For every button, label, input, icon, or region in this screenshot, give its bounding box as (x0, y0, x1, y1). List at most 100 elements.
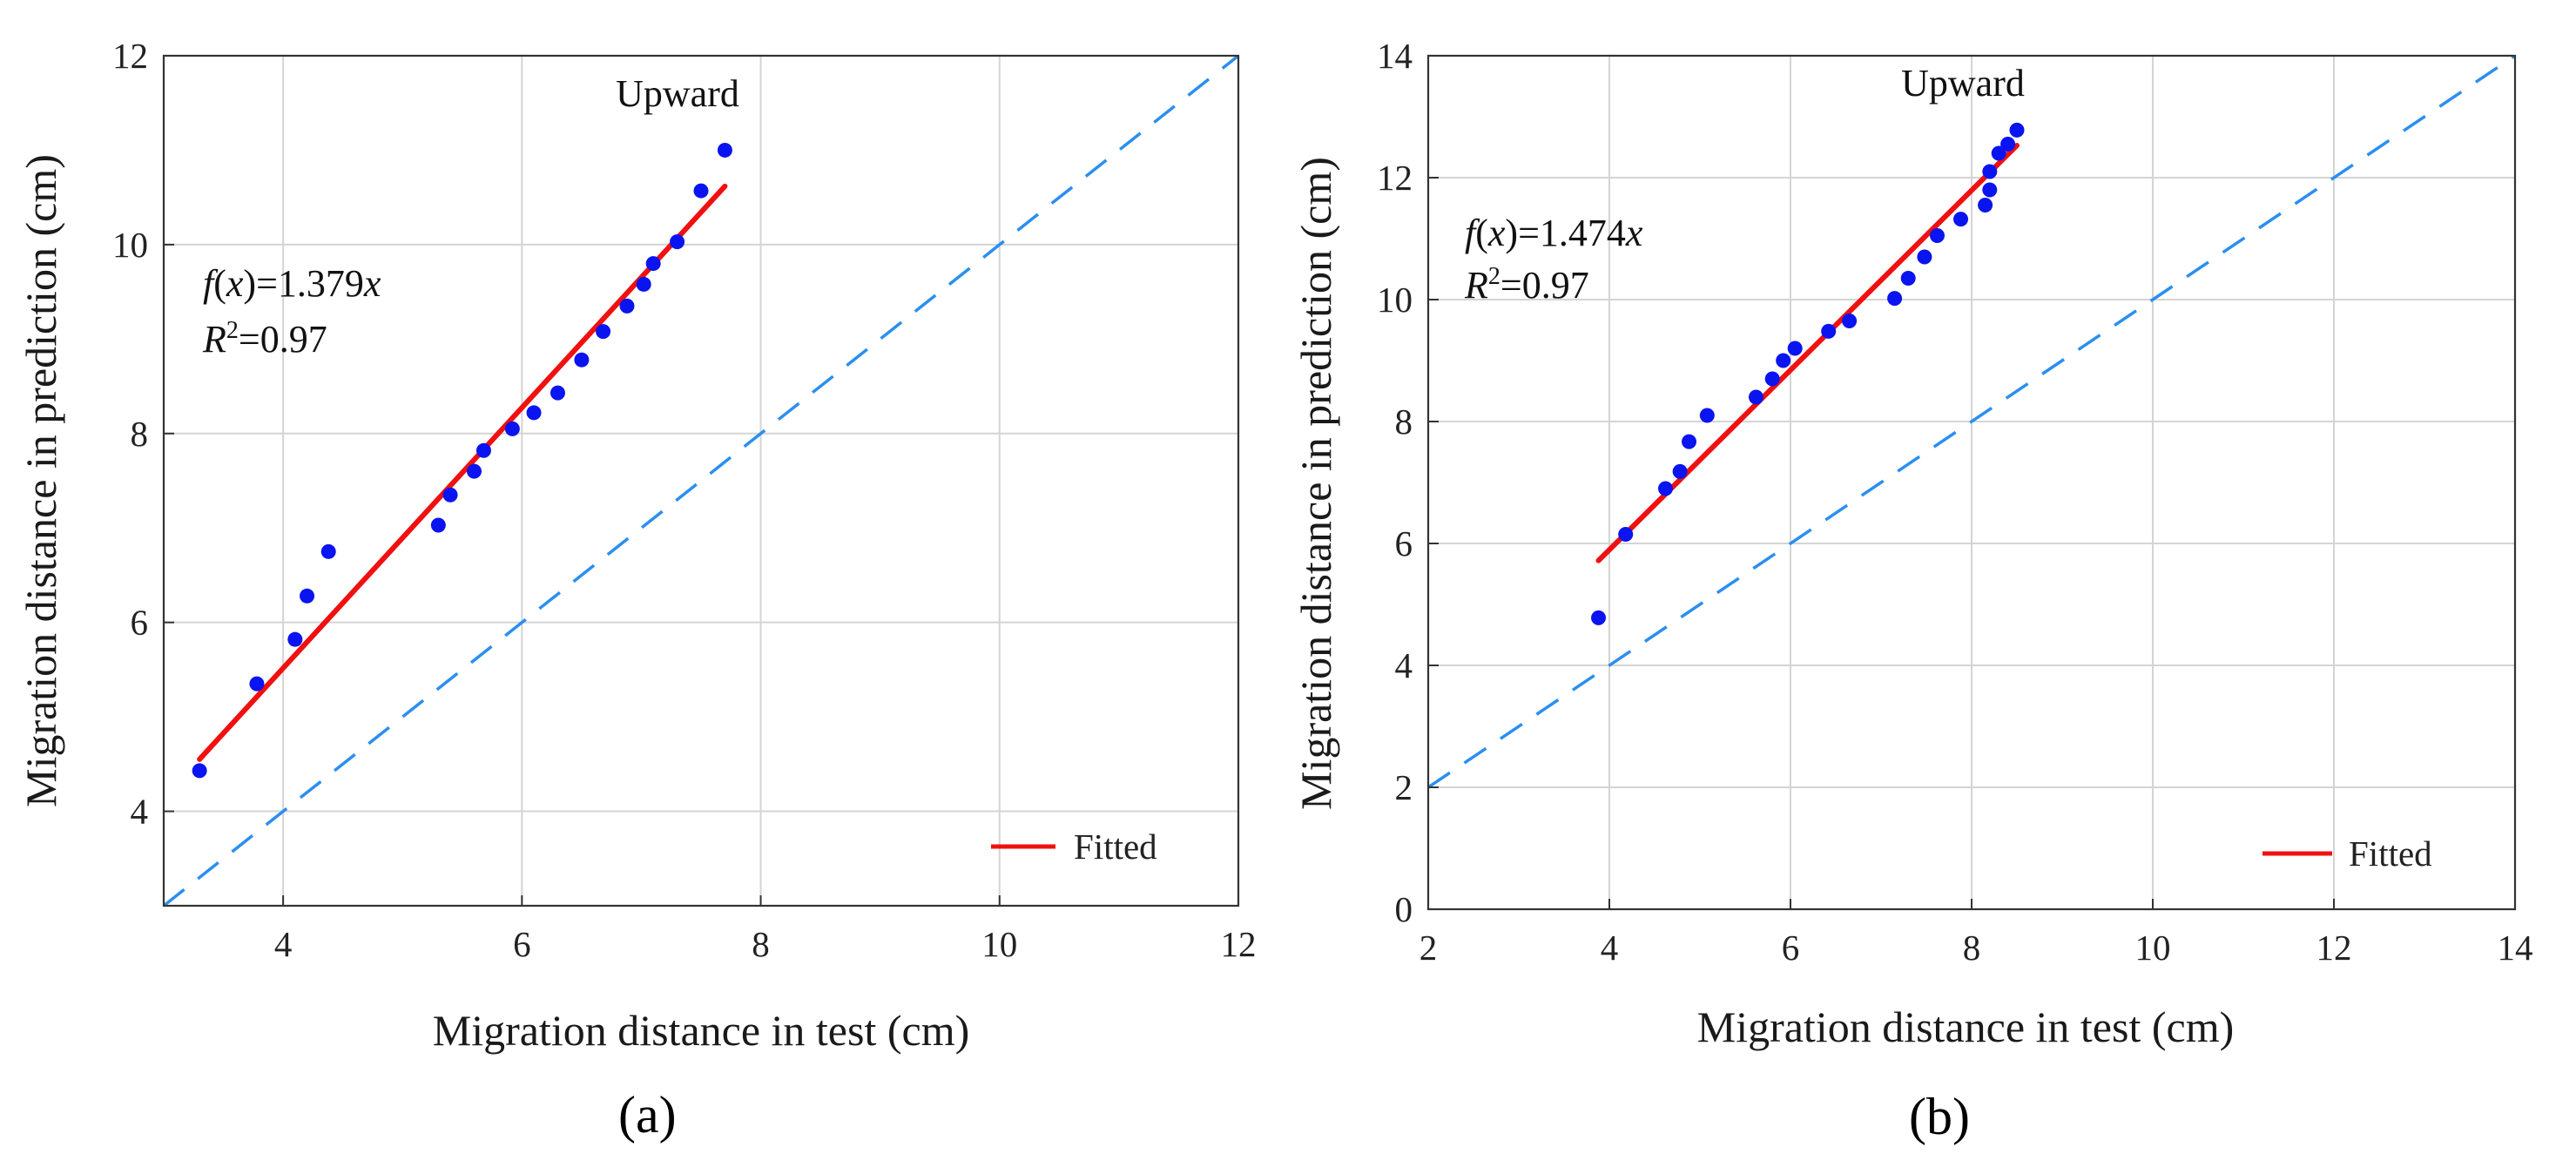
data-point (1821, 323, 1837, 339)
data-point (1929, 228, 1945, 243)
data-point (1953, 212, 1969, 227)
axes-frame (162, 54, 1240, 907)
r-squared-label: R2=0.97 (202, 317, 327, 361)
r-squared-value: =0.97 (239, 318, 327, 361)
equation-slope: =1.379 (256, 262, 364, 305)
data-point (574, 352, 590, 368)
data-point (475, 442, 491, 458)
x-tick-label: 6 (1782, 928, 1800, 968)
data-point (1917, 249, 1932, 265)
x-tick-label: 8 (1963, 928, 1981, 968)
data-point (1672, 463, 1688, 479)
r-squared-variable: R (202, 318, 226, 361)
y-tick-label: 4 (1395, 645, 1413, 685)
data-point (2009, 122, 2025, 138)
panel-label: (b) (1909, 1088, 1970, 1145)
r-squared-exponent: 2 (226, 317, 239, 344)
data-point (192, 763, 207, 779)
data-point (1764, 371, 1780, 387)
equation-paren-close: ) (243, 262, 256, 305)
x-axis-label: Migration distance in test (cm) (433, 1006, 970, 1055)
x-tick-label: 12 (1221, 924, 1257, 964)
data-point (619, 298, 635, 314)
data-point (1900, 271, 1916, 286)
r-squared-label: R2=0.97 (1464, 263, 1589, 307)
equation-paren-open: ( (1475, 212, 1488, 254)
y-tick-label: 2 (1395, 767, 1413, 807)
x-tick-label: 10 (2135, 928, 2171, 968)
data-point (693, 183, 709, 199)
diagonal-reference-line (1428, 56, 2515, 789)
panel-label: (a) (618, 1086, 677, 1144)
plot-area (164, 56, 1238, 906)
equation-paren-close: ) (1505, 212, 1518, 254)
y-tick-label: 14 (1377, 36, 1413, 76)
equation-variable: x (1625, 212, 1643, 254)
data-point (1887, 291, 1903, 307)
equation-slope: =1.474 (1518, 212, 1626, 254)
data-point (596, 324, 611, 340)
equation-variable: x (363, 262, 381, 305)
y-tick-label: 12 (112, 36, 148, 76)
data-point (1699, 408, 1715, 423)
data-point (2000, 137, 2016, 152)
equation-variable-arg: x (1487, 212, 1506, 254)
equation-paren-open: ( (213, 262, 226, 305)
data-point (249, 676, 265, 692)
data-point (717, 142, 732, 158)
data-point (466, 463, 482, 479)
data-point (442, 487, 458, 503)
data-point (1982, 182, 1998, 198)
data-point (645, 256, 661, 272)
data-point (1978, 198, 1993, 213)
x-tick-label: 14 (2498, 928, 2533, 968)
data-point (287, 631, 303, 647)
fit-equation: f(x)=1.474x (1465, 212, 1643, 254)
chart-panel-a: 4 6 8 10 12 4 6 8 10 12 Migration distance in test… (17, 36, 1257, 1144)
r-squared-value: =0.97 (1500, 264, 1589, 307)
x-tick-label: 8 (752, 924, 770, 964)
y-axis-label: Migration distance in prediction (cm) (17, 154, 65, 807)
data-point (1657, 481, 1673, 496)
x-tick-label: 6 (513, 924, 531, 964)
r-squared-variable: R (1464, 264, 1488, 307)
data-point (1991, 145, 2006, 161)
data-point (1776, 353, 1791, 368)
data-point (1682, 434, 1697, 449)
y-tick-label: 8 (1395, 401, 1413, 442)
equation-variable-arg: x (226, 262, 244, 305)
data-point (1842, 314, 1858, 328)
x-tick-label: 4 (274, 924, 293, 964)
y-tick-label: 6 (1395, 523, 1413, 563)
y-tick-label: 10 (112, 225, 148, 265)
x-tick-label: 4 (1601, 928, 1619, 968)
y-axis-label: Migration distance in prediction (cm) (1291, 157, 1340, 810)
x-tick-label: 10 (981, 924, 1017, 964)
x-axis-label: Migration distance in test (cm) (1697, 1002, 2235, 1051)
x-tick-label: 2 (1419, 928, 1438, 968)
data-point (1982, 164, 1998, 179)
legend-label: Fitted (2349, 833, 2432, 874)
diagonal-reference-line (164, 56, 1238, 906)
data-point (430, 517, 446, 533)
r-squared-exponent: 2 (1488, 263, 1500, 290)
data-point (550, 385, 565, 401)
fit-equation: f(x)=1.379x (203, 262, 381, 305)
y-tick-label: 12 (1377, 158, 1413, 198)
data-point (636, 276, 651, 292)
y-tick-label: 6 (131, 603, 149, 643)
y-tick-label: 10 (1377, 280, 1413, 320)
x-tick-label: 12 (2316, 928, 2352, 968)
y-tick-label: 8 (131, 414, 149, 454)
data-point (1748, 389, 1763, 405)
data-point (320, 543, 336, 559)
y-tick-label: 0 (1395, 889, 1413, 929)
data-point (300, 588, 315, 604)
data-point (526, 405, 542, 421)
y-tick-label: 4 (131, 792, 149, 832)
data-point (504, 421, 520, 436)
data-point (670, 234, 685, 250)
data-point (1787, 341, 1803, 356)
